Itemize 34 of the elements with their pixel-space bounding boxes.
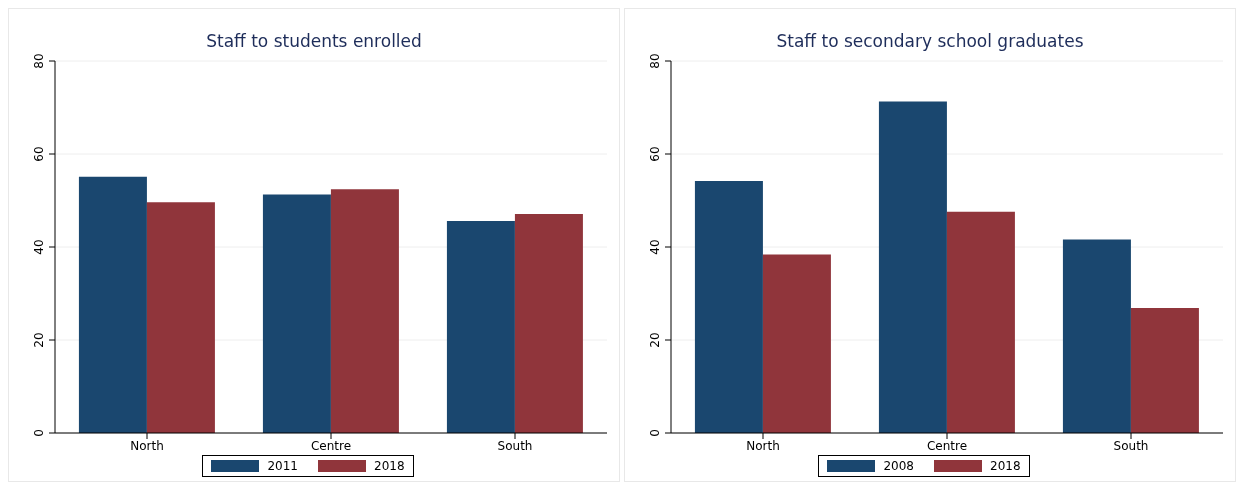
- x-tick-label: Centre: [310, 438, 352, 453]
- x-tick-label: Centre: [926, 438, 968, 453]
- y-tick-label: 0: [648, 429, 662, 437]
- y-tick-label: 60: [32, 146, 46, 162]
- x-tick-label: South: [1113, 438, 1149, 453]
- bar: [262, 194, 331, 433]
- x-tick-label: South: [497, 438, 533, 453]
- chart-title: Staff to secondary school graduates: [775, 31, 1085, 51]
- bar: [946, 211, 1015, 433]
- y-tick-label: 80: [648, 53, 662, 69]
- bar: [762, 254, 831, 433]
- bar: [514, 213, 583, 433]
- y-tick-label: 20: [32, 332, 46, 348]
- y-tick-label: 0: [32, 429, 46, 437]
- x-tick-label: North: [130, 438, 164, 453]
- y-tick-label: 60: [648, 146, 662, 162]
- bar: [446, 220, 515, 433]
- bar: [146, 202, 215, 433]
- legend-label: 2018: [989, 459, 1021, 473]
- bar: [1130, 307, 1199, 433]
- bar: [330, 189, 399, 433]
- y-tick-label: 20: [648, 332, 662, 348]
- y-tick-label: 40: [32, 239, 46, 255]
- bar: [78, 176, 147, 433]
- legend-label: 2011: [266, 459, 298, 473]
- legend-label: 2008: [882, 459, 914, 473]
- bar: [1062, 239, 1131, 433]
- x-tick-label: North: [746, 438, 780, 453]
- bar: [878, 101, 947, 433]
- chart-title: Staff to students enrolled: [205, 31, 423, 51]
- bar: [694, 180, 763, 433]
- legend-label: 2018: [373, 459, 405, 473]
- y-tick-label: 40: [648, 239, 662, 255]
- y-tick-label: 80: [32, 53, 46, 69]
